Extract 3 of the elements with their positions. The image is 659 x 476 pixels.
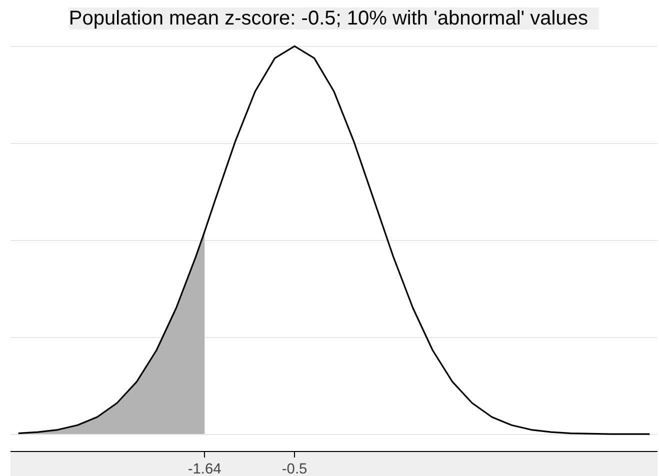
x-tick-label: -0.5 bbox=[282, 462, 308, 476]
chart-title: Population mean z-score: -0.5; 10% with 'abnormal' values bbox=[68, 8, 588, 30]
x-tick-label: -1.64 bbox=[188, 462, 222, 476]
